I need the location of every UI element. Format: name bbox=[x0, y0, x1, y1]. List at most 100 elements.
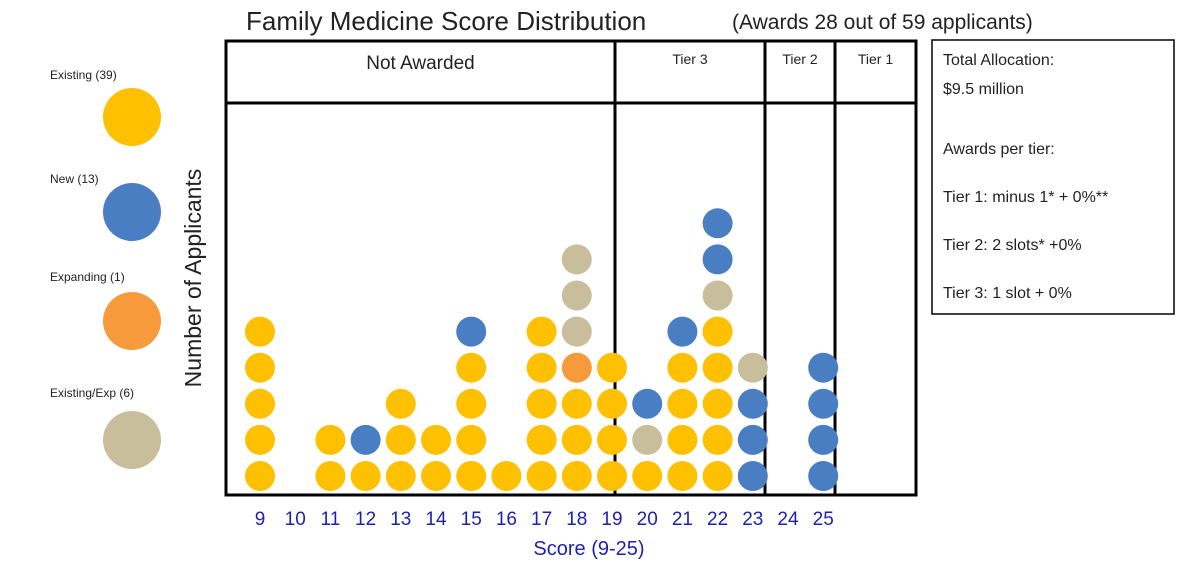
chart-subtitle: (Awards 28 out of 59 applicants) bbox=[732, 11, 1033, 34]
applicant-dot bbox=[597, 388, 627, 419]
plot-frame bbox=[224, 39, 918, 497]
x-tick-label: 11 bbox=[321, 509, 341, 530]
legend-swatch-expanding bbox=[103, 292, 161, 350]
applicant-dot bbox=[737, 424, 768, 455]
x-tick-label: 22 bbox=[707, 509, 728, 530]
applicant-dot bbox=[561, 388, 592, 419]
applicant-dot bbox=[456, 316, 487, 347]
x-tick-label: 17 bbox=[531, 509, 552, 530]
applicant-dot bbox=[421, 461, 451, 491]
applicant-dot bbox=[350, 461, 381, 491]
applicant-dot bbox=[667, 388, 698, 419]
applicant-dot bbox=[526, 352, 557, 383]
x-tick-label: 20 bbox=[637, 509, 658, 530]
x-tick-label: 24 bbox=[777, 509, 799, 530]
applicant-dot bbox=[808, 461, 839, 491]
applicant-dot bbox=[561, 244, 592, 275]
tier1-award: Tier 1: minus 1* + 0%** bbox=[943, 189, 1108, 206]
applicant-dot bbox=[667, 461, 698, 491]
applicant-dot bbox=[491, 461, 522, 491]
applicant-dot bbox=[702, 316, 733, 347]
x-tick-label: 25 bbox=[813, 509, 834, 530]
y-axis-label: Number of Applicants bbox=[180, 169, 206, 388]
applicant-dot bbox=[421, 424, 451, 455]
applicant-dot bbox=[561, 352, 592, 383]
applicant-dot bbox=[456, 461, 487, 491]
applicant-dot bbox=[526, 388, 557, 419]
applicant-dot bbox=[526, 461, 557, 491]
applicant-dot bbox=[667, 316, 698, 347]
applicant-dot bbox=[702, 352, 733, 383]
chart-title: Family Medicine Score Distribution bbox=[246, 6, 646, 36]
applicant-dot bbox=[632, 388, 663, 419]
x-tick-label: 9 bbox=[255, 509, 266, 530]
applicant-dot bbox=[808, 424, 839, 455]
legend: Existing (39) New (13) Expanding (1) Existi… bbox=[50, 68, 161, 469]
legend-swatch-existing_exp bbox=[103, 411, 161, 469]
applicant-dot bbox=[315, 424, 346, 455]
applicant-dot bbox=[702, 388, 733, 419]
info-box bbox=[931, 39, 1175, 315]
legend-label-new: New (13) bbox=[50, 172, 99, 186]
tier2-award: Tier 2: 2 slots* +0% bbox=[943, 237, 1082, 254]
allocation-value: $9.5 million bbox=[943, 81, 1024, 98]
applicant-dot bbox=[315, 461, 346, 491]
x-axis-label: Score (9-25) bbox=[533, 538, 644, 560]
x-axis-ticks: 9 10 11 12 13 14 15 16 17 18 19 20 21 22 23 24 25 bbox=[255, 509, 834, 530]
applicant-dot bbox=[737, 388, 768, 419]
applicant-dot bbox=[702, 244, 733, 275]
applicant-dot bbox=[245, 316, 275, 347]
applicant-dot bbox=[702, 461, 733, 491]
applicant-dot bbox=[456, 352, 487, 383]
tier-label: Not Awarded bbox=[366, 53, 474, 74]
applicant-dot bbox=[526, 424, 557, 455]
tier3-award: Tier 3: 1 slot + 0% bbox=[943, 285, 1072, 302]
applicant-dot bbox=[667, 352, 698, 383]
applicant-dot bbox=[245, 461, 275, 491]
applicant-dots bbox=[245, 208, 839, 491]
applicant-dot bbox=[245, 388, 275, 419]
x-tick-label: 23 bbox=[742, 509, 763, 530]
x-tick-label: 14 bbox=[425, 509, 447, 530]
tier-label: Tier 1 bbox=[858, 51, 893, 67]
legend-label-existing_exp: Existing/Exp (6) bbox=[50, 386, 134, 400]
applicant-dot bbox=[702, 424, 733, 455]
applicant-dot bbox=[245, 424, 275, 455]
x-tick-label: 15 bbox=[461, 509, 482, 530]
awards-heading: Awards per tier: bbox=[943, 141, 1055, 158]
applicant-dot bbox=[456, 424, 487, 455]
applicant-dot bbox=[597, 352, 627, 383]
applicant-dot bbox=[385, 424, 416, 455]
legend-label-expanding: Expanding (1) bbox=[50, 270, 125, 284]
x-tick-label: 13 bbox=[390, 509, 411, 530]
legend-label-existing: Existing (39) bbox=[50, 68, 117, 82]
applicant-dot bbox=[561, 316, 592, 347]
x-tick-label: 18 bbox=[566, 509, 587, 530]
x-tick-label: 12 bbox=[355, 509, 376, 530]
applicant-dot bbox=[737, 461, 768, 491]
applicant-dot bbox=[808, 388, 839, 419]
x-tick-label: 16 bbox=[496, 509, 517, 530]
tier-label: Tier 3 bbox=[672, 51, 707, 67]
applicant-dot bbox=[632, 424, 663, 455]
applicant-dot bbox=[456, 388, 487, 419]
legend-swatch-existing bbox=[103, 88, 161, 146]
applicant-dot bbox=[385, 388, 416, 419]
applicant-dot bbox=[350, 424, 381, 455]
x-tick-label: 10 bbox=[285, 509, 306, 530]
applicant-dot bbox=[245, 352, 275, 383]
applicant-dot bbox=[632, 461, 663, 491]
applicant-dot bbox=[597, 424, 627, 455]
applicant-dot bbox=[561, 461, 592, 491]
allocation-label: Total Allocation: bbox=[943, 52, 1054, 69]
tier-label: Tier 2 bbox=[782, 51, 817, 67]
applicant-dot bbox=[561, 424, 592, 455]
tier-regions: Not Awarded Tier 3 Tier 2 Tier 1 bbox=[366, 41, 893, 495]
applicant-dot bbox=[526, 316, 557, 347]
applicant-dot bbox=[667, 424, 698, 455]
applicant-dot bbox=[737, 352, 768, 383]
applicant-dot bbox=[702, 208, 733, 239]
x-tick-label: 21 bbox=[672, 509, 693, 530]
applicant-dot bbox=[385, 461, 416, 491]
